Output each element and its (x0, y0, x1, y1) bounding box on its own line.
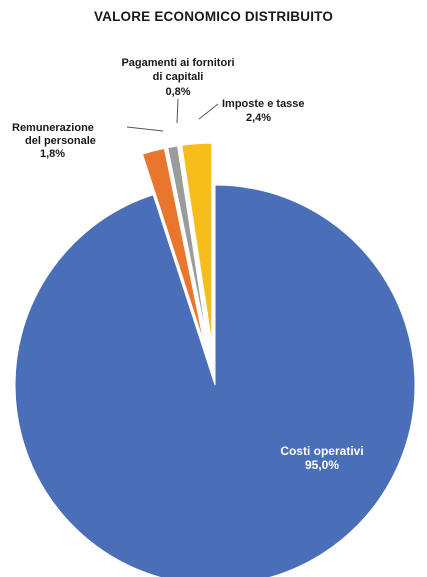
pie-slice-imposte-tasse (181, 142, 213, 344)
data-label-imposte-tasse-name: Imposte e tasse (222, 98, 305, 110)
leader-line-remunerazione-personale (126, 126, 164, 132)
data-label-costi-operativi-name: Costi operativi (280, 444, 363, 458)
data-label-imposte-tasse-value: 2,4% (246, 112, 271, 124)
leader-line-pagamenti-fornitori (176, 98, 179, 124)
data-label-remunerazione-personale-name-2: del personale (25, 135, 96, 147)
data-label-pagamenti-fornitori-name-2: di capitali (153, 71, 204, 83)
pie-slice-remunerazione-personale (141, 147, 205, 345)
data-label-remunerazione-personale-name: Remunerazione (12, 122, 94, 134)
data-label-pagamenti-fornitori-value: 0,8% (165, 86, 190, 98)
leader-line-imposte-tasse (198, 103, 219, 120)
chart-title: VALORE ECONOMICO DISTRIBUITO (93, 9, 334, 24)
pie-slice-pagamenti-fornitori-capitali (167, 145, 209, 344)
data-label-costi-operativi-value: 95,0% (305, 458, 339, 472)
data-label-remunerazione-personale-value: 1,8% (40, 148, 65, 160)
data-label-pagamenti-fornitori-name: Pagamenti ai fornitori (121, 57, 234, 69)
pie-slice-costi-operativi (14, 184, 416, 577)
